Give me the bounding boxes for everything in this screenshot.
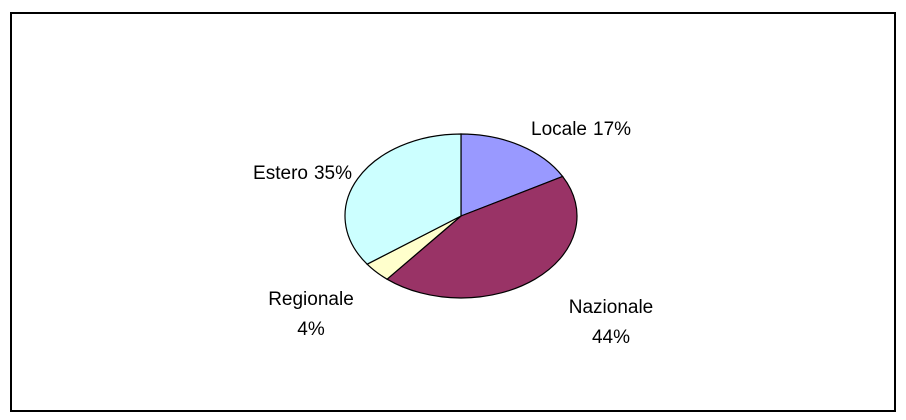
slice-label: Locale 17% bbox=[531, 119, 631, 140]
slice-label: Nazionale 44% bbox=[569, 297, 654, 348]
category-label: Regionale bbox=[268, 289, 354, 310]
value-label: 44% bbox=[592, 327, 630, 348]
category-label: Nazionale bbox=[569, 297, 654, 318]
pie bbox=[344, 133, 578, 299]
pie-slice bbox=[344, 133, 462, 265]
category-label: Locale bbox=[531, 119, 587, 140]
pie-slice bbox=[460, 133, 564, 217]
slice-label: Estero 35% bbox=[253, 163, 352, 184]
category-label: Estero bbox=[253, 163, 308, 184]
slice-label: Regionale 4% bbox=[268, 289, 354, 340]
value-label: 4% bbox=[297, 319, 325, 340]
value-label: 17% bbox=[593, 119, 631, 140]
pie-slice bbox=[386, 175, 578, 299]
value-label: 35% bbox=[314, 163, 352, 184]
